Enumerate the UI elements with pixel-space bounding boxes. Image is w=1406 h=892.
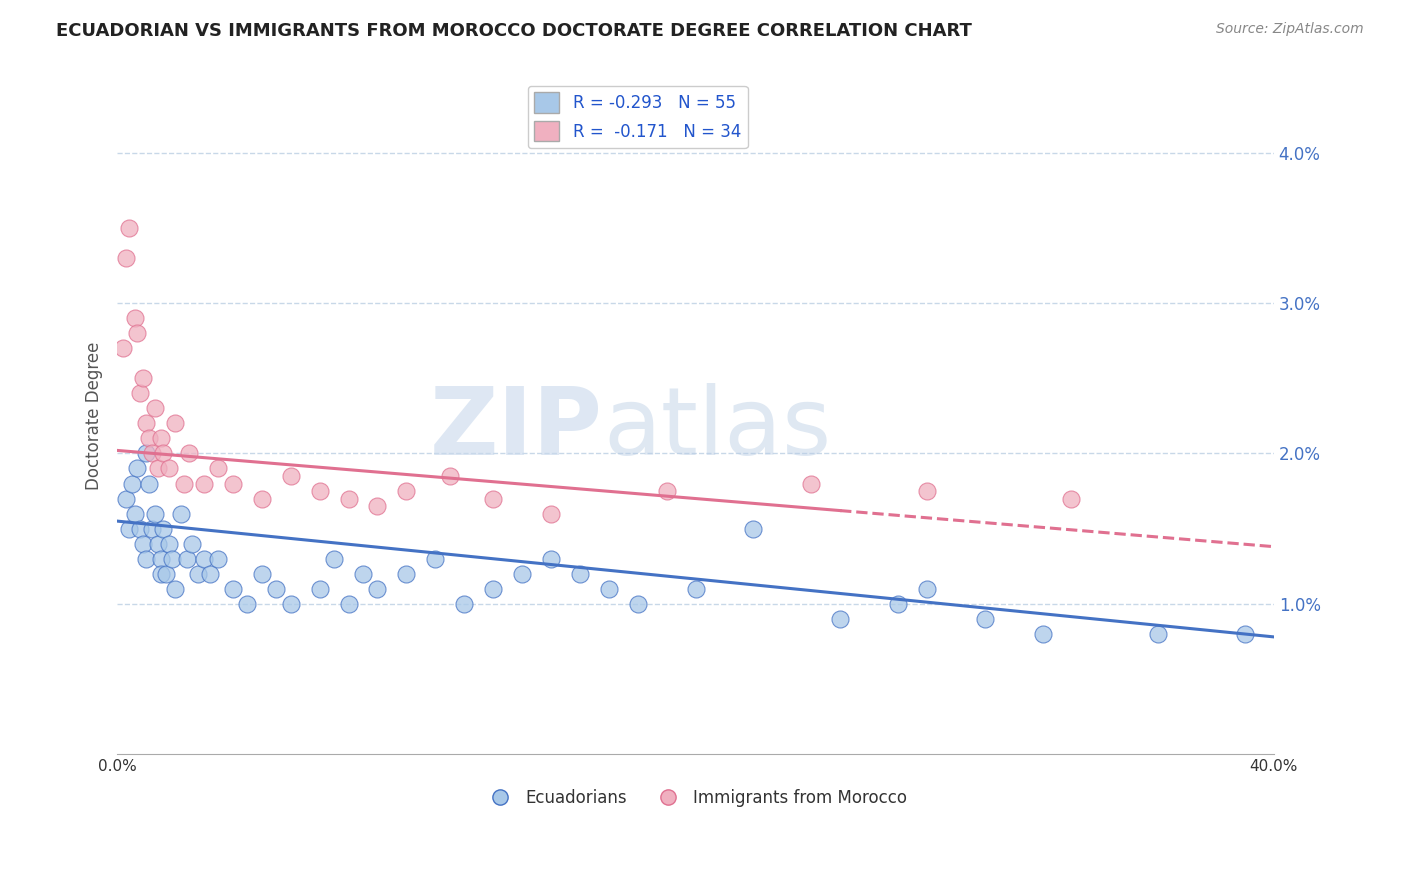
Point bbox=[157, 461, 180, 475]
Point bbox=[439, 469, 461, 483]
Point bbox=[366, 499, 388, 513]
Point bbox=[222, 476, 245, 491]
Point bbox=[124, 507, 146, 521]
Point bbox=[250, 566, 273, 581]
Point bbox=[152, 446, 174, 460]
Text: ZIP: ZIP bbox=[430, 384, 603, 475]
Point bbox=[141, 522, 163, 536]
Point bbox=[163, 417, 186, 431]
Point bbox=[236, 597, 259, 611]
Point bbox=[135, 446, 157, 460]
Point bbox=[337, 597, 360, 611]
Point bbox=[170, 507, 193, 521]
Point bbox=[135, 417, 157, 431]
Point bbox=[280, 597, 302, 611]
Point bbox=[264, 582, 287, 596]
Point bbox=[143, 401, 166, 416]
Point bbox=[1031, 627, 1053, 641]
Point bbox=[540, 551, 562, 566]
Point bbox=[146, 536, 169, 550]
Point bbox=[1147, 627, 1170, 641]
Point bbox=[323, 551, 346, 566]
Point bbox=[155, 566, 177, 581]
Point bbox=[598, 582, 620, 596]
Point bbox=[198, 566, 221, 581]
Point bbox=[146, 461, 169, 475]
Point bbox=[915, 582, 938, 596]
Point bbox=[135, 551, 157, 566]
Text: Source: ZipAtlas.com: Source: ZipAtlas.com bbox=[1216, 22, 1364, 37]
Point bbox=[685, 582, 707, 596]
Point bbox=[800, 476, 823, 491]
Point bbox=[176, 551, 198, 566]
Point bbox=[149, 551, 172, 566]
Point bbox=[915, 483, 938, 498]
Point bbox=[181, 536, 204, 550]
Point bbox=[337, 491, 360, 506]
Point bbox=[568, 566, 591, 581]
Point bbox=[352, 566, 374, 581]
Text: ECUADORIAN VS IMMIGRANTS FROM MOROCCO DOCTORATE DEGREE CORRELATION CHART: ECUADORIAN VS IMMIGRANTS FROM MOROCCO DO… bbox=[56, 22, 972, 40]
Point bbox=[179, 446, 201, 460]
Point bbox=[118, 220, 141, 235]
Point bbox=[129, 386, 152, 401]
Point bbox=[207, 551, 229, 566]
Point bbox=[627, 597, 650, 611]
Point bbox=[308, 582, 330, 596]
Point bbox=[163, 582, 186, 596]
Point bbox=[1060, 491, 1083, 506]
Point bbox=[1233, 627, 1256, 641]
Point bbox=[280, 469, 302, 483]
Point bbox=[127, 326, 149, 340]
Point bbox=[157, 536, 180, 550]
Point bbox=[121, 476, 143, 491]
Point bbox=[173, 476, 195, 491]
Point bbox=[115, 491, 138, 506]
Point bbox=[453, 597, 475, 611]
Point bbox=[250, 491, 273, 506]
Point bbox=[193, 476, 215, 491]
Point bbox=[887, 597, 910, 611]
Point bbox=[141, 446, 163, 460]
Point bbox=[482, 491, 505, 506]
Point bbox=[149, 431, 172, 445]
Point bbox=[149, 566, 172, 581]
Point bbox=[138, 476, 160, 491]
Point bbox=[540, 507, 562, 521]
Point bbox=[308, 483, 330, 498]
Point bbox=[152, 522, 174, 536]
Point bbox=[482, 582, 505, 596]
Point bbox=[510, 566, 533, 581]
Point bbox=[132, 371, 155, 385]
Point bbox=[111, 341, 134, 355]
Point bbox=[207, 461, 229, 475]
Point bbox=[395, 483, 418, 498]
Point bbox=[115, 251, 138, 265]
Point bbox=[132, 536, 155, 550]
Point bbox=[366, 582, 388, 596]
Point bbox=[118, 522, 141, 536]
Point bbox=[655, 483, 678, 498]
Point bbox=[395, 566, 418, 581]
Point bbox=[973, 612, 995, 626]
Point bbox=[124, 311, 146, 326]
Point bbox=[187, 566, 209, 581]
Point bbox=[138, 431, 160, 445]
Point bbox=[160, 551, 183, 566]
Point bbox=[742, 522, 765, 536]
Legend: Ecuadorians, Immigrants from Morocco: Ecuadorians, Immigrants from Morocco bbox=[477, 782, 914, 814]
Point bbox=[830, 612, 852, 626]
Point bbox=[193, 551, 215, 566]
Point bbox=[425, 551, 447, 566]
Point bbox=[127, 461, 149, 475]
Point bbox=[143, 507, 166, 521]
Point bbox=[129, 522, 152, 536]
Y-axis label: Doctorate Degree: Doctorate Degree bbox=[86, 342, 103, 490]
Point bbox=[222, 582, 245, 596]
Text: atlas: atlas bbox=[603, 384, 831, 475]
